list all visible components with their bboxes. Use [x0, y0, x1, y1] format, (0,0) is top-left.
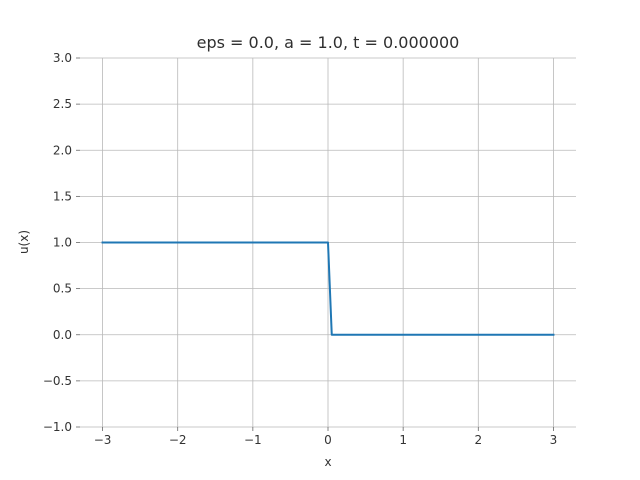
x-tick-label: 1	[399, 433, 407, 447]
y-tick-label: 2.5	[53, 97, 72, 111]
axis-ticks: −3 −2 −1 0 1 2 3 −1.0 −0.5 0.0 0.5 1.0 1.5 2.0 2.5 3.0	[43, 51, 557, 447]
x-axis-label: x	[324, 455, 331, 469]
chart-title: eps = 0.0, a = 1.0, t = 0.000000	[197, 33, 460, 52]
x-tick-label: 3	[550, 433, 558, 447]
series-layer	[101, 241, 555, 336]
y-tick-label: 0.5	[53, 282, 72, 296]
x-tick-label: 0	[324, 433, 332, 447]
x-tick-label: 2	[474, 433, 482, 447]
series-line	[101, 241, 555, 336]
labels: eps = 0.0, a = 1.0, t = 0.000000 x u(x)	[17, 33, 459, 469]
x-tick-label: −2	[169, 433, 187, 447]
y-tick-label: 3.0	[53, 51, 72, 65]
y-tick-label: 2.0	[53, 143, 72, 157]
x-tick-label: −1	[244, 433, 262, 447]
y-tick-label: 0.0	[53, 328, 72, 342]
y-tick-label: 1.0	[53, 236, 72, 250]
y-tick-label: −1.0	[43, 420, 72, 434]
x-tick-label: −3	[94, 433, 112, 447]
y-axis-label: u(x)	[17, 230, 31, 254]
y-tick-label: −0.5	[43, 374, 72, 388]
y-tick-label: 1.5	[53, 189, 72, 203]
